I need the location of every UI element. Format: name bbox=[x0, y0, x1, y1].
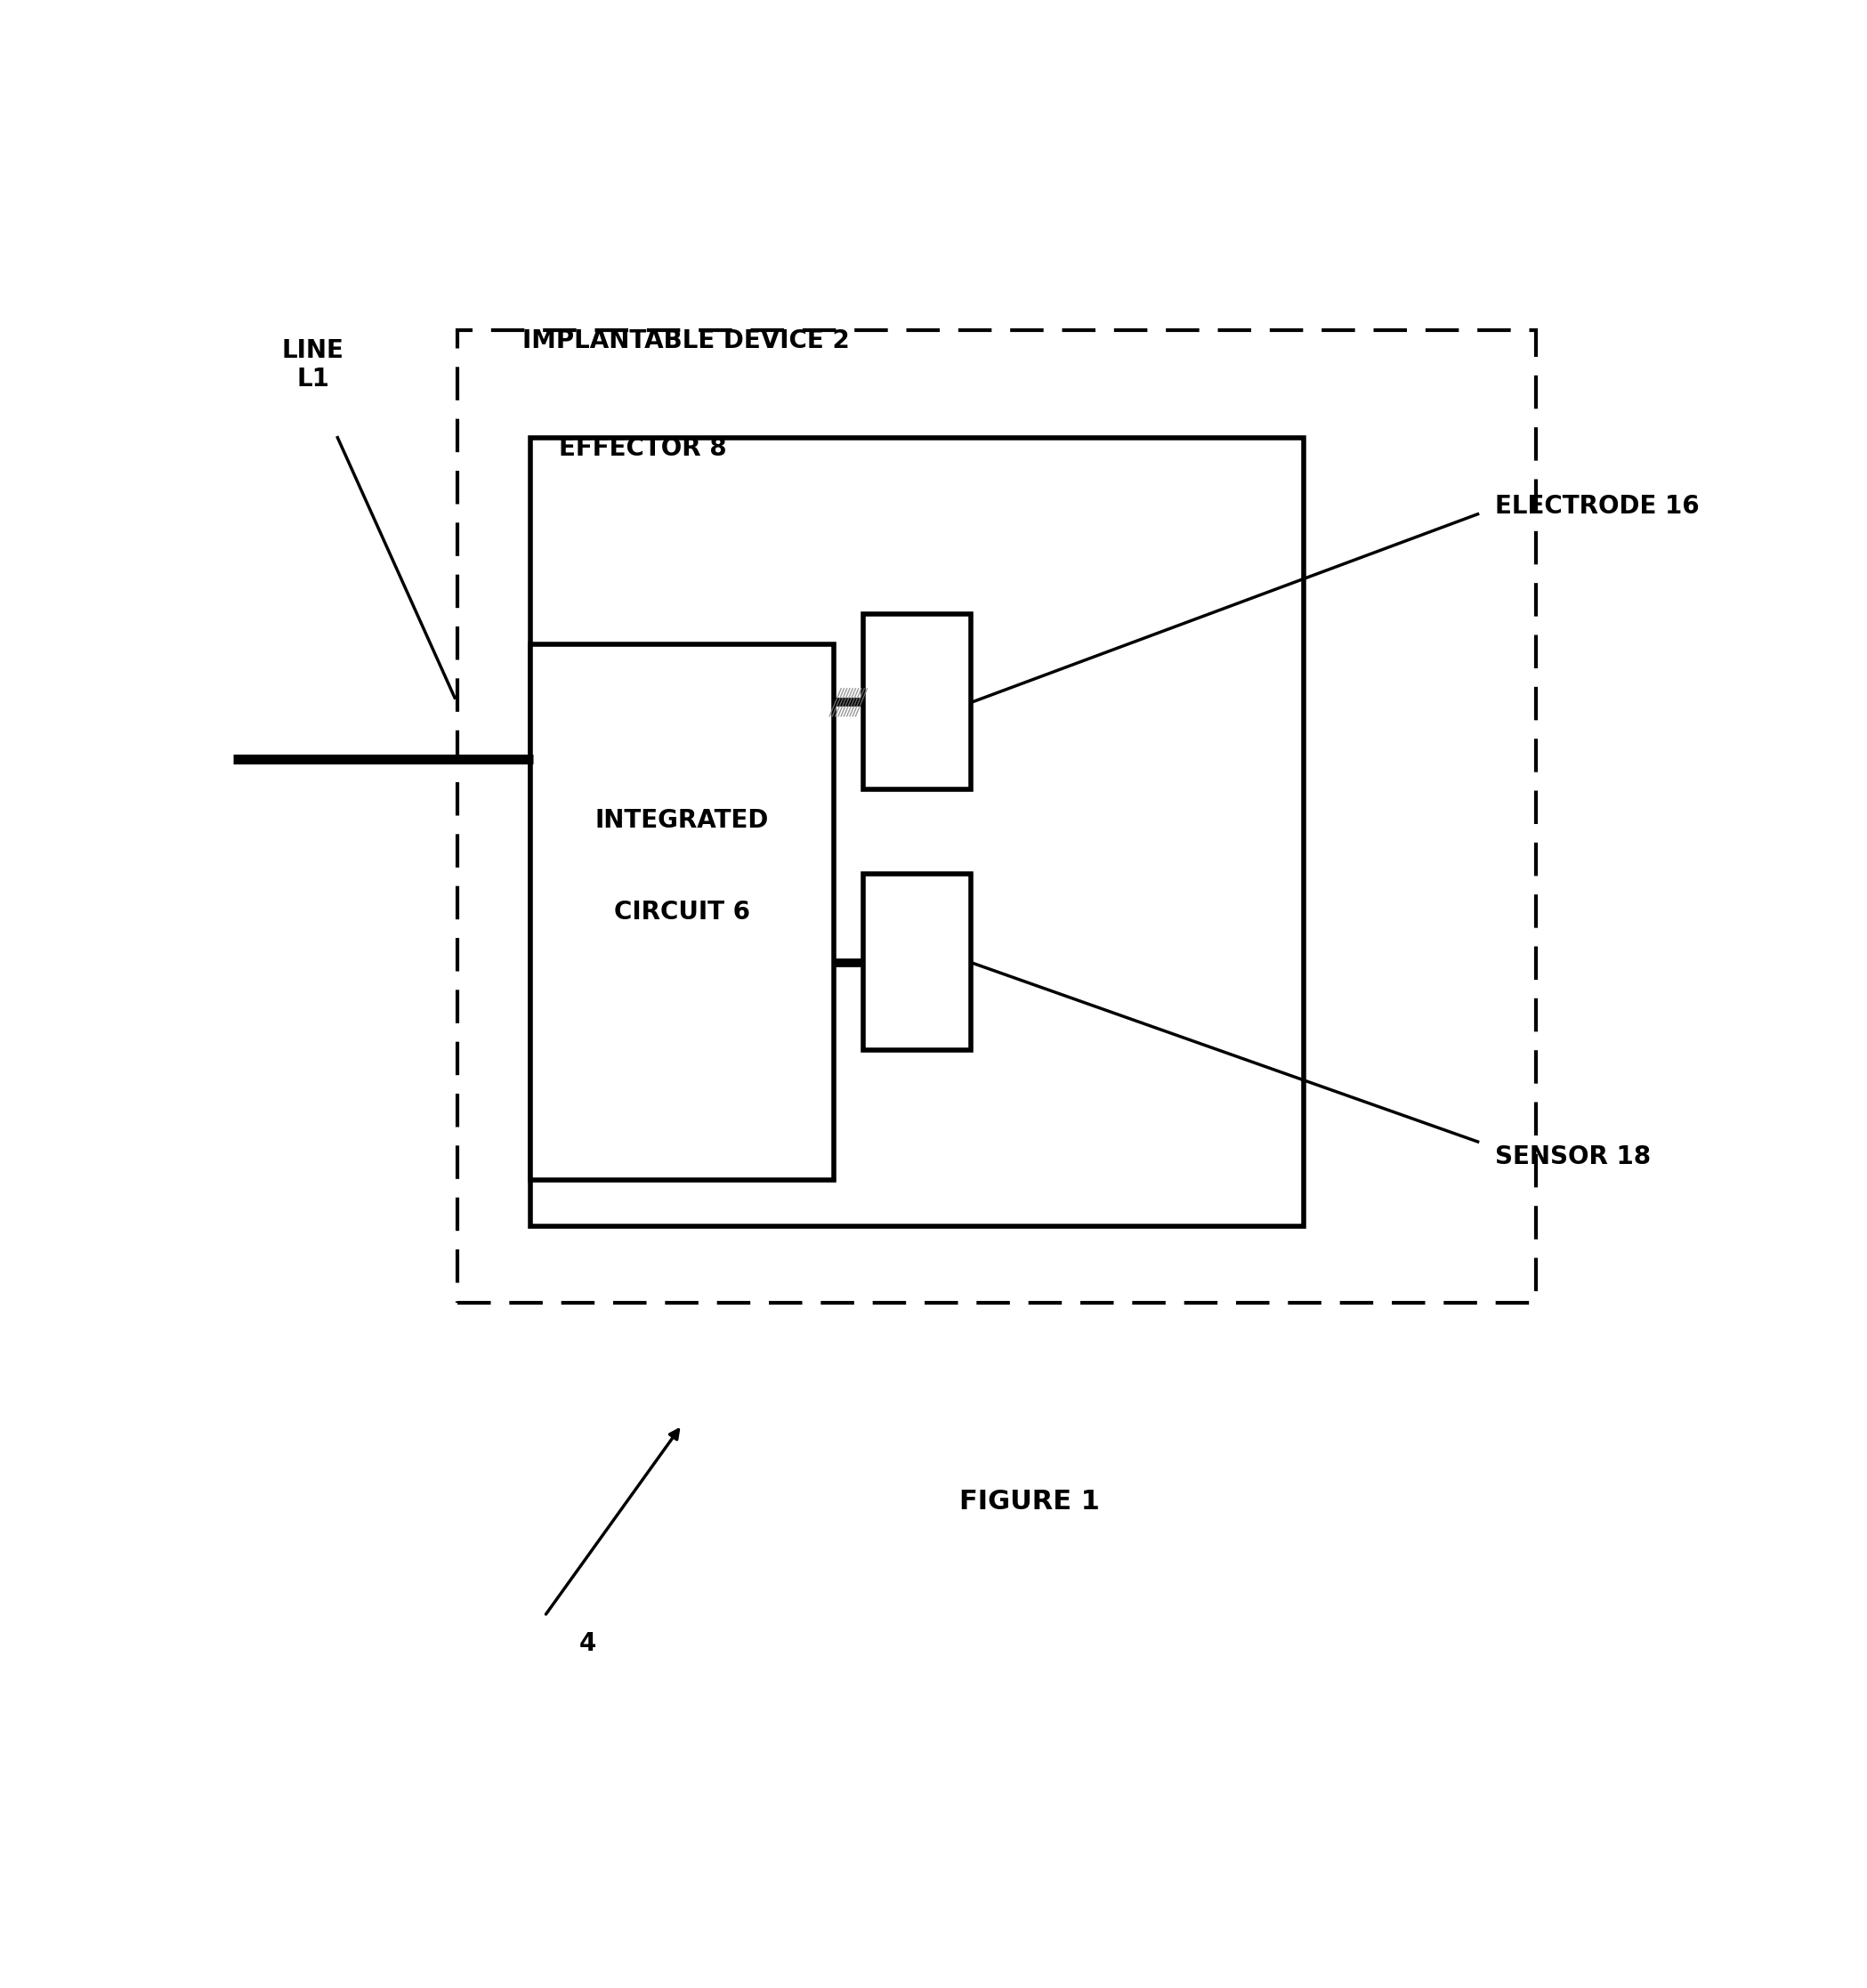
Text: INTEGRATED: INTEGRATED bbox=[596, 807, 769, 833]
Bar bbox=[457, 330, 1535, 1302]
Text: EFFECTOR 8: EFFECTOR 8 bbox=[558, 435, 726, 461]
Bar bbox=[530, 644, 835, 1181]
Bar bbox=[530, 437, 1303, 1227]
Text: SENSOR 18: SENSOR 18 bbox=[1495, 1145, 1650, 1169]
Text: ELECTRODE 16: ELECTRODE 16 bbox=[1495, 493, 1699, 519]
Text: LINE
L1: LINE L1 bbox=[282, 338, 344, 392]
Text: IMPLANTABLE DEVICE 2: IMPLANTABLE DEVICE 2 bbox=[523, 328, 849, 354]
Bar bbox=[863, 614, 971, 789]
Text: FIGURE 1: FIGURE 1 bbox=[960, 1489, 1100, 1515]
Text: CIRCUIT 6: CIRCUIT 6 bbox=[614, 901, 751, 924]
Text: 4: 4 bbox=[579, 1632, 596, 1656]
Bar bbox=[863, 875, 971, 1050]
